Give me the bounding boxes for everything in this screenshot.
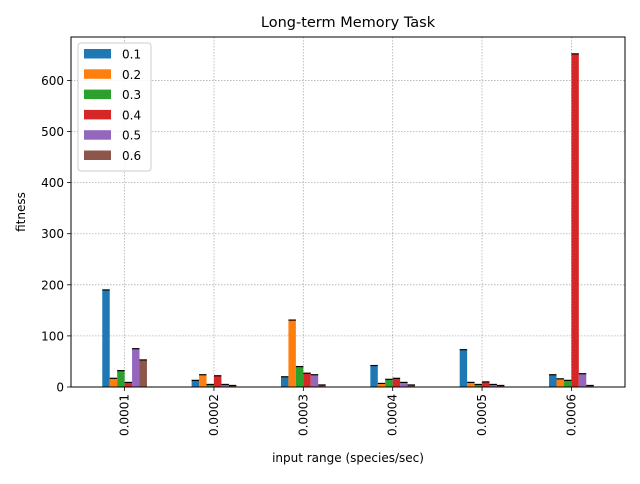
- legend-label: 0.3: [122, 88, 141, 102]
- bar: [377, 383, 386, 387]
- x-axis: 0.0001 0.0002 0.0003 0.0004 0.0005 0.0006: [118, 387, 578, 436]
- bar: [385, 379, 393, 387]
- bar: [199, 374, 207, 387]
- bar: [132, 348, 140, 387]
- bar: [303, 373, 311, 387]
- y-tick-label: 600: [41, 74, 64, 88]
- bar: [280, 376, 289, 387]
- bar: [109, 378, 118, 387]
- bar: [213, 375, 222, 387]
- legend-swatch: [84, 69, 111, 79]
- y-axis: 0 100 200 300 400 500 600: [41, 74, 71, 395]
- bar: [586, 385, 594, 387]
- legend-label: 0.5: [122, 129, 141, 143]
- grid-lines: [71, 37, 625, 388]
- bar: [556, 378, 564, 387]
- bar: [124, 382, 133, 387]
- bar: [474, 384, 483, 387]
- bar: [482, 381, 490, 387]
- legend-swatch: [84, 89, 111, 100]
- x-tick-label: 0.0001: [118, 394, 132, 436]
- bar: [206, 384, 214, 387]
- bar: [191, 380, 200, 387]
- bar: [489, 384, 497, 387]
- bars: [102, 53, 594, 387]
- bar: [400, 382, 408, 387]
- legend-swatch: [84, 130, 111, 140]
- x-tick-label: 0.0004: [386, 394, 400, 436]
- y-axis-label: fitness: [14, 192, 28, 232]
- bar: [549, 374, 557, 387]
- bar: [370, 365, 378, 387]
- x-tick-label: 0.0003: [296, 394, 310, 436]
- x-tick-label: 0.0006: [564, 394, 578, 436]
- bar: [310, 374, 319, 387]
- y-tick-label: 0: [56, 381, 64, 395]
- bar: [467, 382, 475, 387]
- legend-swatch: [84, 150, 111, 160]
- bar: [563, 380, 572, 387]
- bar: [117, 370, 125, 387]
- x-axis-label: input range (species/sec): [272, 451, 424, 465]
- bar: [288, 320, 296, 387]
- plot-frame: [70, 36, 626, 388]
- bar: [102, 289, 110, 387]
- legend-label: 0.6: [122, 149, 141, 163]
- y-tick-label: 100: [41, 329, 64, 343]
- bar: [139, 359, 147, 387]
- y-tick-label: 300: [41, 227, 64, 241]
- x-tick-label: 0.0002: [207, 394, 221, 436]
- x-tick-label: 0.0005: [475, 394, 489, 436]
- legend: 0.1 0.2 0.3 0.4 0.5 0.6: [77, 42, 152, 172]
- chart-title: Long-term Memory Task: [261, 15, 436, 31]
- y-tick-label: 500: [41, 125, 64, 139]
- bar: [496, 385, 505, 387]
- bar: [295, 366, 304, 387]
- legend-swatch: [84, 49, 111, 59]
- y-tick-label: 400: [41, 176, 64, 190]
- legend-label: 0.4: [122, 108, 141, 122]
- legend-label: 0.1: [122, 48, 141, 62]
- bar: [228, 385, 237, 387]
- bar: [571, 53, 579, 387]
- bar: [407, 384, 416, 387]
- legend-swatch: [84, 109, 111, 120]
- bar: [459, 349, 468, 387]
- bar: [318, 384, 326, 387]
- bar: [221, 384, 229, 387]
- legend-label: 0.2: [122, 68, 141, 82]
- y-tick-label: 200: [41, 278, 64, 292]
- bar: [578, 373, 587, 387]
- bar: [392, 378, 401, 387]
